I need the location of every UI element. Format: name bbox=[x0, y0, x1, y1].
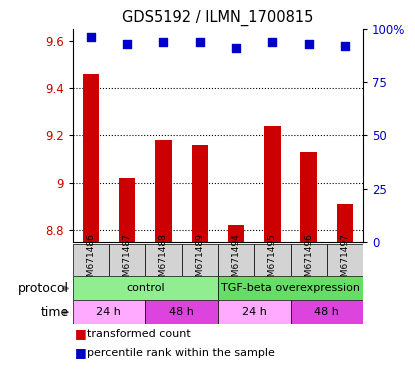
Text: percentile rank within the sample: percentile rank within the sample bbox=[87, 348, 275, 358]
Bar bbox=[228, 225, 244, 242]
Text: GSM671496: GSM671496 bbox=[304, 233, 313, 288]
Point bbox=[160, 38, 167, 45]
Title: GDS5192 / ILMN_1700815: GDS5192 / ILMN_1700815 bbox=[122, 10, 314, 26]
Bar bbox=[218, 244, 254, 276]
Bar bbox=[300, 152, 317, 242]
Text: 48 h: 48 h bbox=[169, 307, 194, 317]
Bar bbox=[145, 300, 218, 324]
Text: TGF-beta overexpression: TGF-beta overexpression bbox=[221, 283, 360, 293]
Text: 24 h: 24 h bbox=[97, 307, 121, 317]
Text: 24 h: 24 h bbox=[242, 307, 266, 317]
Bar bbox=[73, 244, 109, 276]
Bar bbox=[73, 300, 145, 324]
Text: ■: ■ bbox=[75, 327, 86, 340]
Point bbox=[342, 43, 348, 49]
Point bbox=[88, 34, 94, 40]
Bar bbox=[254, 244, 290, 276]
Bar bbox=[218, 276, 363, 300]
Bar bbox=[155, 140, 171, 242]
Bar bbox=[83, 74, 99, 242]
Text: GSM671497: GSM671497 bbox=[340, 233, 349, 288]
Bar bbox=[109, 244, 145, 276]
Bar bbox=[327, 244, 363, 276]
Text: 48 h: 48 h bbox=[315, 307, 339, 317]
Bar bbox=[290, 300, 363, 324]
Text: GSM671486: GSM671486 bbox=[86, 233, 95, 288]
Text: control: control bbox=[126, 283, 165, 293]
Text: transformed count: transformed count bbox=[87, 329, 191, 339]
Bar bbox=[218, 300, 290, 324]
Bar bbox=[181, 244, 218, 276]
Bar bbox=[145, 244, 181, 276]
Text: GSM671488: GSM671488 bbox=[159, 233, 168, 288]
Point bbox=[233, 45, 239, 51]
Bar bbox=[264, 126, 281, 242]
Bar bbox=[192, 145, 208, 242]
Text: ■: ■ bbox=[75, 346, 86, 359]
Text: protocol: protocol bbox=[17, 282, 68, 295]
Bar bbox=[337, 204, 353, 242]
Bar bbox=[119, 178, 135, 242]
Bar bbox=[290, 244, 327, 276]
Text: GSM671494: GSM671494 bbox=[232, 233, 241, 288]
Text: GSM671489: GSM671489 bbox=[195, 233, 204, 288]
Text: GSM671487: GSM671487 bbox=[122, 233, 132, 288]
Point bbox=[196, 38, 203, 45]
Point bbox=[269, 38, 276, 45]
Bar bbox=[73, 276, 218, 300]
Text: GSM671495: GSM671495 bbox=[268, 233, 277, 288]
Point bbox=[124, 41, 130, 47]
Text: time: time bbox=[40, 306, 68, 319]
Point bbox=[305, 41, 312, 47]
